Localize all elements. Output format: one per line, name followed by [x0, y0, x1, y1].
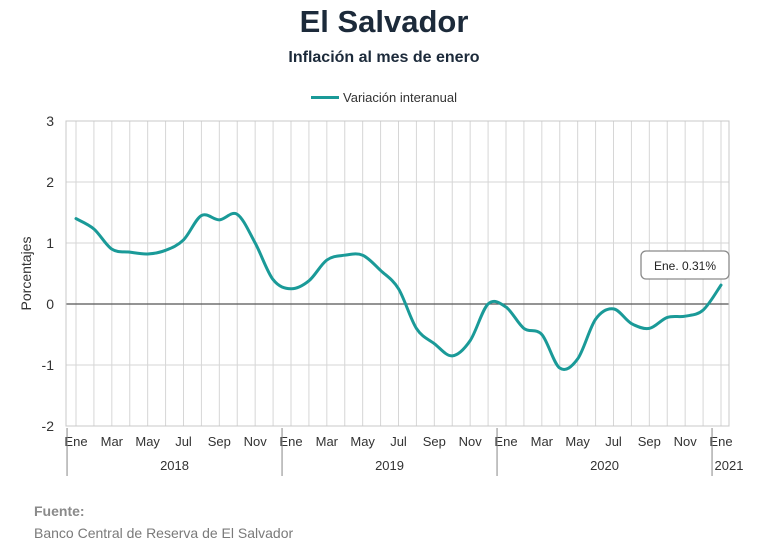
x-tick-label: Jul: [390, 434, 407, 449]
year-label: 2018: [160, 458, 189, 473]
y-tick-label: -1: [42, 357, 55, 373]
x-tick-label: Ene: [279, 434, 302, 449]
x-tick-label: Mar: [316, 434, 339, 449]
x-tick-label: Ene: [709, 434, 732, 449]
y-tick-label: -2: [42, 418, 55, 434]
year-label: 2020: [590, 458, 619, 473]
x-tick-label: Ene: [64, 434, 87, 449]
y-axis-label: Porcentajes: [18, 237, 34, 311]
legend-label: Variación interanual: [343, 90, 457, 105]
x-tick-label: Mar: [101, 434, 124, 449]
x-tick-label: Sep: [638, 434, 661, 449]
annotation-box: [640, 250, 730, 280]
x-tick-label: Nov: [459, 434, 483, 449]
annotation-label: Ene. 0.31%: [654, 259, 716, 273]
x-tick-label: Nov: [674, 434, 698, 449]
y-tick-label: 2: [46, 174, 54, 190]
x-tick-label: May: [565, 434, 590, 449]
x-tick-label: Ene: [494, 434, 517, 449]
x-tick-label: May: [350, 434, 375, 449]
chart-title: El Salvador: [299, 4, 469, 39]
x-tick-label: Mar: [531, 434, 554, 449]
chart-subtitle: Inflación al mes de enero: [288, 49, 480, 66]
legend-swatch: [311, 96, 340, 99]
y-tick-label: 3: [46, 113, 54, 129]
x-tick-label: Sep: [208, 434, 231, 449]
y-tick-label: 0: [46, 296, 54, 312]
x-tick-label: Jul: [175, 434, 192, 449]
series-line-variacion-interanual: [74, 211, 723, 371]
x-tick-label: Jul: [605, 434, 622, 449]
chart-legend: Variación interanual: [0, 90, 768, 105]
year-label: 2019: [375, 458, 404, 473]
line-chart: 3 2 1 0 -1 -2 Porcentajes Ene Mar May Jul Sep Nov Ene…: [18, 113, 744, 476]
year-label: 2021: [715, 458, 744, 473]
x-tick-label: May: [135, 434, 160, 449]
x-tick-label: Sep: [423, 434, 446, 449]
x-tick-label: Nov: [244, 434, 268, 449]
source-label: Fuente:: [34, 503, 85, 519]
source-text: Banco Central de Reserva de El Salvador: [34, 525, 294, 541]
y-tick-label: 1: [46, 235, 54, 251]
